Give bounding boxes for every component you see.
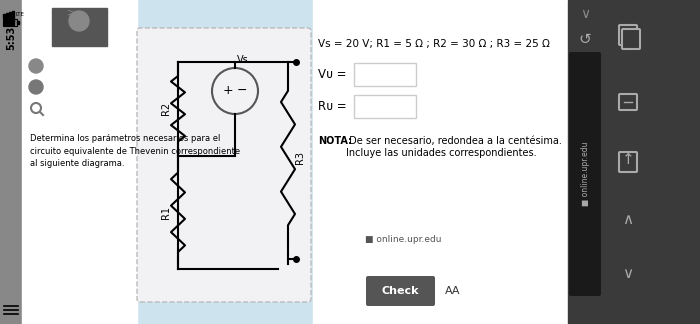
- Text: AA: AA: [445, 286, 461, 296]
- Text: De ser necesario, redondea a la centésima.
Incluye las unidades correspondientes: De ser necesario, redondea a la centésim…: [346, 136, 562, 157]
- Circle shape: [29, 80, 43, 94]
- FancyBboxPatch shape: [354, 95, 416, 118]
- Text: ∧: ∧: [622, 212, 634, 226]
- Text: Vs: Vs: [237, 55, 249, 65]
- Text: ■ online.upr.edu: ■ online.upr.edu: [365, 235, 441, 244]
- Bar: [3, 14, 5, 18]
- FancyBboxPatch shape: [137, 28, 311, 302]
- Text: LTE: LTE: [15, 13, 24, 17]
- Text: Vᴜ =: Vᴜ =: [318, 67, 346, 80]
- Text: Rᴜ =: Rᴜ =: [318, 99, 346, 112]
- Bar: [22, 0, 137, 324]
- FancyBboxPatch shape: [622, 29, 640, 49]
- Text: +: +: [223, 84, 233, 97]
- Text: ∨: ∨: [580, 7, 590, 21]
- Text: >: >: [67, 7, 76, 17]
- FancyBboxPatch shape: [569, 52, 601, 296]
- Bar: [4, 20, 14, 25]
- FancyBboxPatch shape: [619, 94, 637, 110]
- Text: Check: Check: [382, 286, 419, 296]
- Text: Determina los parámetros necesarios para el
circuito equivalente de Thevenin cor: Determina los parámetros necesarios para…: [30, 134, 240, 168]
- Circle shape: [29, 59, 43, 73]
- Text: R1: R1: [161, 206, 171, 219]
- FancyBboxPatch shape: [619, 152, 637, 172]
- Bar: [6, 13, 8, 19]
- Text: NOTA:: NOTA:: [318, 136, 352, 146]
- Bar: [9, 12, 11, 20]
- Bar: [313, 0, 568, 324]
- Bar: [17, 21, 19, 24]
- Text: Vs = 20 V; R1 = 5 Ω ; R2 = 30 Ω ; R3 = 25 Ω: Vs = 20 V; R1 = 5 Ω ; R2 = 30 Ω ; R3 = 2…: [318, 39, 550, 49]
- Circle shape: [69, 11, 89, 31]
- Text: ↺: ↺: [579, 31, 592, 47]
- Bar: [3, 19, 17, 26]
- Text: −: −: [237, 84, 247, 97]
- Text: ■ online.upr.edu: ■ online.upr.edu: [580, 142, 589, 206]
- Bar: [12, 11, 14, 21]
- FancyBboxPatch shape: [354, 63, 416, 86]
- Text: 5:53: 5:53: [6, 26, 16, 50]
- FancyBboxPatch shape: [619, 25, 637, 45]
- Bar: [568, 0, 700, 324]
- Text: ∨: ∨: [622, 267, 634, 282]
- Text: R3: R3: [295, 152, 305, 165]
- Text: R2: R2: [161, 102, 171, 115]
- Circle shape: [212, 68, 258, 114]
- Bar: [52, 8, 107, 46]
- Text: ↑: ↑: [622, 152, 634, 167]
- Bar: [0, 0, 22, 324]
- FancyBboxPatch shape: [366, 276, 435, 306]
